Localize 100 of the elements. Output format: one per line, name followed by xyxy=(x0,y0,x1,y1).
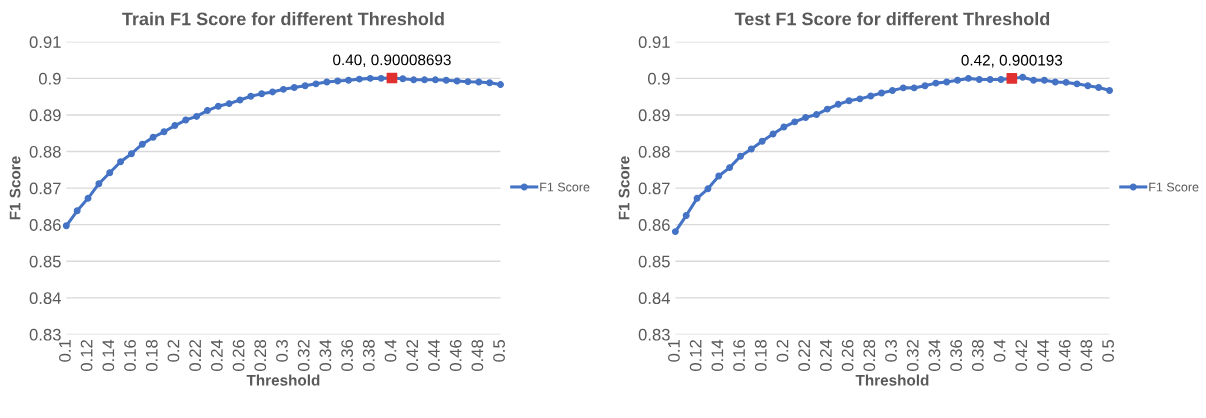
y-tick-label: 0.9 xyxy=(647,72,670,85)
x-tick-label: 0.48 xyxy=(471,339,484,372)
y-tick-label: 0.84 xyxy=(638,292,671,305)
x-tick-label: 0.12 xyxy=(80,340,93,372)
x-tick-label: 0.48 xyxy=(1080,339,1093,372)
x-tick-label: 0.36 xyxy=(341,339,354,372)
point xyxy=(366,74,374,82)
point xyxy=(301,82,309,90)
point xyxy=(203,107,211,115)
x-tick-label: 0.42 xyxy=(406,340,419,372)
point xyxy=(1030,76,1038,84)
point xyxy=(421,76,428,84)
legend-label: F1 Score xyxy=(540,182,590,192)
point xyxy=(986,75,994,83)
point xyxy=(377,74,385,82)
annotation: 0.40, 0.90008693 xyxy=(333,54,451,68)
point xyxy=(845,97,853,105)
point xyxy=(823,105,831,113)
point xyxy=(867,92,875,100)
x-tick-label: 0.14 xyxy=(102,339,115,372)
point xyxy=(442,76,450,84)
point xyxy=(334,77,342,85)
point xyxy=(910,84,918,92)
x-axis-title: Threshold xyxy=(246,374,320,386)
point xyxy=(117,158,125,166)
x-tick-label: 0.44 xyxy=(428,339,440,372)
y-tick-label: 0.86 xyxy=(29,219,61,231)
point xyxy=(747,145,755,153)
x-tick-label: 0.16 xyxy=(124,339,136,372)
point xyxy=(802,114,810,121)
point xyxy=(497,81,504,89)
point xyxy=(73,207,81,215)
point xyxy=(1095,84,1103,91)
y-tick-label: 0.91 xyxy=(29,36,61,48)
y-tick-label: 0.88 xyxy=(638,145,670,158)
x-tick-label: 0.28 xyxy=(254,339,267,372)
point xyxy=(1040,76,1048,84)
x-tick-label: 0.5 xyxy=(493,339,505,362)
y-tick-label: 0.87 xyxy=(638,182,670,195)
point xyxy=(323,78,331,86)
point xyxy=(106,169,114,177)
x-tick-label: 0.34 xyxy=(928,339,941,372)
x-tick-label: 0.3 xyxy=(276,339,288,362)
point xyxy=(975,75,983,83)
x-tick-label: 0.28 xyxy=(863,339,876,372)
x-tick-label: 0.38 xyxy=(362,339,375,372)
point xyxy=(431,76,439,84)
x-tick-label: 0.46 xyxy=(1058,339,1071,372)
point xyxy=(921,82,929,90)
point xyxy=(943,78,951,86)
x-tick-label: 0.4 xyxy=(993,339,1006,362)
point xyxy=(1073,80,1081,88)
point xyxy=(899,84,907,92)
point xyxy=(791,118,799,126)
x-axis-title: Threshold xyxy=(855,374,929,386)
x-tick-label: 0.22 xyxy=(189,340,202,372)
point xyxy=(834,100,842,108)
y-tick-label: 0.85 xyxy=(638,255,670,268)
y-tick-label: 0.87 xyxy=(29,182,61,195)
point xyxy=(62,222,70,230)
point xyxy=(193,112,201,120)
point xyxy=(160,128,168,136)
point xyxy=(290,84,298,91)
y-axis-title: F1 Score xyxy=(9,156,21,220)
legend-label: F1 Score xyxy=(1149,182,1199,192)
point xyxy=(138,140,146,148)
point xyxy=(149,133,157,141)
point xyxy=(737,152,744,160)
point xyxy=(464,78,472,86)
point xyxy=(888,86,896,94)
point xyxy=(84,194,92,202)
point xyxy=(878,89,886,97)
x-tick-label: 0.42 xyxy=(1015,340,1028,372)
point xyxy=(345,76,353,84)
x-tick-label: 0.18 xyxy=(754,339,767,372)
x-tick-label: 0.32 xyxy=(297,340,310,372)
y-tick-label: 0.83 xyxy=(638,328,670,341)
x-tick-label: 0.14 xyxy=(711,339,724,372)
point xyxy=(856,95,864,103)
y-tick-label: 0.84 xyxy=(29,292,61,305)
x-tick-label: 0.1 xyxy=(59,340,71,362)
point xyxy=(269,88,277,96)
x-tick-label: 0.36 xyxy=(950,339,963,372)
point xyxy=(258,90,266,98)
point xyxy=(475,78,483,86)
y-tick-label: 0.9 xyxy=(38,72,61,85)
y-axis-title: F1 Score xyxy=(618,156,630,220)
x-tick-label: 0.24 xyxy=(210,339,223,372)
x-tick-label: 0.24 xyxy=(819,339,832,372)
x-tick-label: 0.1 xyxy=(668,340,680,362)
point xyxy=(95,180,103,188)
point xyxy=(1106,86,1113,94)
x-tick-label: 0.32 xyxy=(906,340,919,372)
point xyxy=(780,123,788,131)
x-tick-label: 0.5 xyxy=(1102,339,1114,362)
point xyxy=(758,137,766,145)
x-tick-label: 0.3 xyxy=(885,339,897,362)
point xyxy=(279,85,287,93)
y-tick-label: 0.83 xyxy=(29,328,61,341)
x-tick-label: 0.38 xyxy=(971,339,984,372)
